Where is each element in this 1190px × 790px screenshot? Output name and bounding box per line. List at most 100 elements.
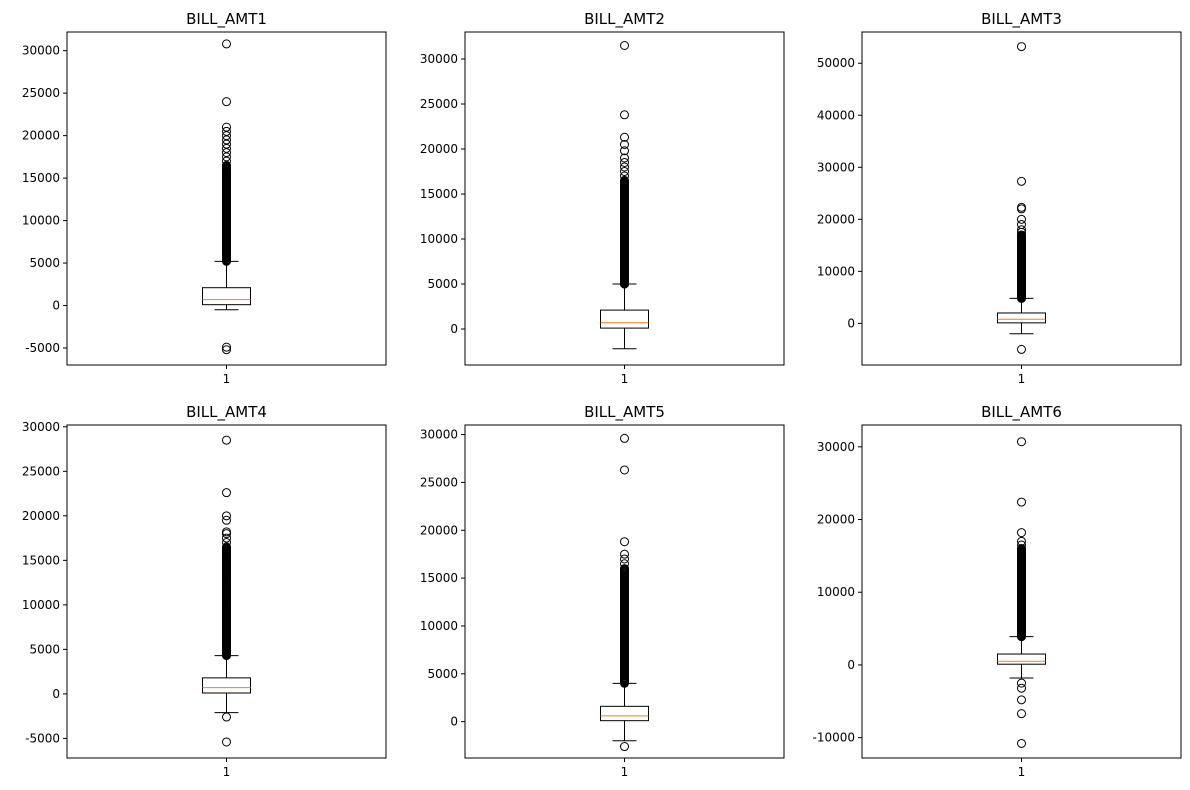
y-tick-label: 10000 — [817, 585, 855, 599]
y-tick-label: 5000 — [29, 256, 60, 270]
outlier-point — [222, 542, 231, 552]
outlier-point — [620, 564, 629, 574]
y-tick-label: 0 — [847, 316, 855, 330]
outlier-point — [1017, 709, 1026, 719]
outlier-point — [1017, 497, 1026, 507]
outlier-point — [222, 533, 231, 543]
outlier-point — [620, 549, 629, 559]
y-tick-label: 30000 — [817, 160, 855, 174]
outlier-point — [1017, 738, 1026, 748]
panel-3: BILL_AMT3 0 10000 20000 30000 40000 50000 1 — [817, 10, 1182, 386]
outlier-point — [1017, 42, 1026, 52]
outlier-point — [222, 488, 231, 498]
outlier-point — [620, 742, 629, 752]
outlier-point — [1017, 225, 1026, 235]
y-tick-label: 20000 — [420, 142, 458, 156]
outlier-point — [620, 153, 629, 163]
outlier-point — [620, 537, 629, 547]
outlier-point — [620, 110, 629, 120]
outlier-point — [222, 97, 231, 107]
outlier-point — [1017, 214, 1026, 224]
y-tick-label: 10000 — [817, 264, 855, 278]
x-tick-label: 1 — [223, 372, 231, 386]
outlier-point — [222, 342, 231, 352]
y-tick-label: 40000 — [817, 108, 855, 122]
outlier-point — [1017, 544, 1026, 554]
y-tick-label: 10000 — [22, 598, 60, 612]
y-tick-label: 0 — [52, 299, 60, 313]
y-tick-label: 50000 — [817, 56, 855, 70]
panel-title: BILL_AMT4 — [186, 403, 267, 422]
outlier-point — [222, 527, 231, 537]
outlier-point — [620, 175, 629, 185]
iqr-box — [997, 312, 1046, 324]
y-tick-label: 25000 — [22, 464, 60, 478]
panel-title: BILL_AMT6 — [981, 403, 1062, 422]
outlier-point — [222, 126, 231, 136]
outlier-point — [1017, 683, 1026, 693]
x-tick-label: 1 — [223, 765, 231, 779]
panel-title: BILL_AMT2 — [584, 10, 665, 29]
iqr-box — [202, 287, 251, 306]
panel-title: BILL_AMT1 — [186, 10, 267, 29]
y-tick-label: 5000 — [427, 277, 458, 291]
panel-title: BILL_AMT3 — [981, 10, 1062, 29]
outlier-point — [620, 465, 629, 475]
outlier-point — [1017, 695, 1026, 705]
outlier-point — [620, 132, 629, 142]
y-tick-label: 20000 — [22, 129, 60, 143]
outlier-point — [222, 515, 231, 525]
y-tick-label: 20000 — [817, 513, 855, 527]
outlier-point — [1017, 202, 1026, 212]
iqr-box — [600, 309, 649, 329]
y-tick-label: 25000 — [420, 97, 458, 111]
outlier-point — [222, 712, 231, 722]
iqr-box — [997, 653, 1046, 665]
outlier-point — [620, 158, 629, 167]
y-tick-label: 30000 — [420, 52, 458, 66]
y-tick-label: 20000 — [22, 509, 60, 523]
plot-frame — [861, 31, 1182, 366]
outlier-point — [222, 345, 231, 355]
y-tick-label: 15000 — [22, 553, 60, 567]
outlier-point — [222, 160, 231, 170]
panel-title: BILL_AMT5 — [584, 403, 665, 422]
outlier-point — [1017, 437, 1026, 447]
y-tick-label: 0 — [450, 322, 458, 336]
x-tick-label: 1 — [1018, 765, 1026, 779]
outlier-point — [222, 435, 231, 445]
y-tick-label: 30000 — [22, 44, 60, 58]
y-tick-label: 15000 — [22, 171, 60, 185]
outlier-point — [1017, 536, 1026, 546]
outlier-point — [620, 162, 629, 172]
y-tick-label: 0 — [847, 658, 855, 672]
outlier-point — [1017, 540, 1026, 550]
y-tick-label: 10000 — [22, 214, 60, 228]
y-tick-label: 30000 — [817, 440, 855, 454]
outlier-point — [222, 39, 231, 49]
outlier-point — [222, 737, 231, 747]
iqr-box — [202, 677, 251, 694]
outlier-point — [1017, 176, 1026, 186]
outlier-point — [222, 122, 231, 132]
outlier-point — [222, 538, 231, 548]
y-tick-label: 15000 — [420, 571, 458, 585]
panel-4: BILL_AMT4 -5000 0 5000 10000 15000 20000 25000 3… — [22, 403, 387, 779]
panel-2: BILL_AMT2 0 5000 10000 15000 20000 25000 30000 1 — [420, 10, 785, 386]
y-tick-label: 0 — [52, 687, 60, 701]
y-tick-label: 5000 — [29, 642, 60, 656]
outlier-point — [1017, 230, 1026, 240]
panel-6: BILL_AMT6 -10000 0 10000 20000 30000 1 — [812, 403, 1182, 779]
panel-1: BILL_AMT1 -5000 0 5000 10000 15000 20000 25000 3… — [22, 10, 387, 386]
y-tick-label: 20000 — [420, 523, 458, 537]
iqr-box — [600, 705, 649, 722]
outlier-point — [620, 41, 629, 50]
outlier-point — [620, 140, 629, 149]
outlier-point — [620, 559, 629, 569]
outlier-point — [1017, 528, 1026, 538]
outlier-point — [620, 554, 629, 564]
outlier-point — [620, 171, 629, 181]
y-tick-label: 20000 — [817, 212, 855, 226]
outlier-point — [620, 433, 629, 443]
